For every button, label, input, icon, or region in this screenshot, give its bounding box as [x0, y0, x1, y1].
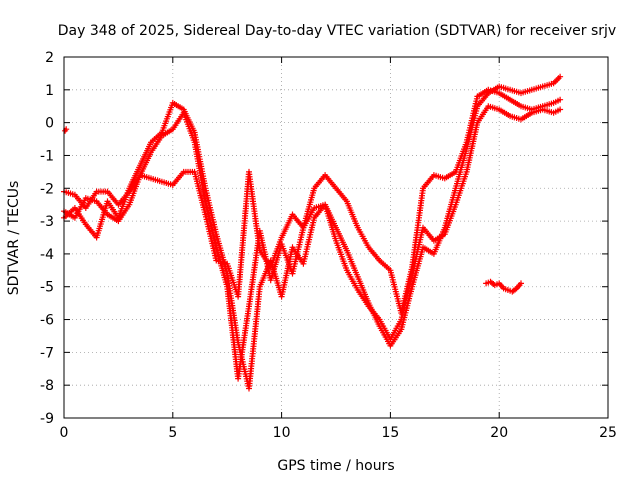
y-tick-label: -6: [40, 313, 54, 329]
series-track-4: [483, 278, 524, 295]
chart-title: Day 348 of 2025, Sidereal Day-to-day VTE…: [58, 23, 616, 39]
data-series: [61, 73, 564, 392]
y-tick-label: -9: [40, 411, 54, 427]
y-tick-label: -8: [40, 378, 54, 394]
data-point: [557, 73, 564, 80]
tick-labels: 0 5 10 15 20 25 -9 -8 -7 -6 -5 -4 -3 -2 -1 0 1 2: [40, 50, 617, 441]
data-point: [512, 286, 519, 293]
axis-ticks: [63, 56, 609, 419]
series-track-3: [61, 73, 564, 392]
x-axis-label: GPS time / hours: [277, 458, 394, 474]
x-tick-label: 10: [273, 425, 291, 441]
data-point: [557, 106, 564, 113]
x-tick-label: 20: [490, 425, 508, 441]
y-tick-label: -5: [40, 280, 54, 296]
x-tick-label: 15: [381, 425, 399, 441]
y-tick-label: 1: [45, 83, 54, 99]
x-tick-label: 0: [60, 425, 69, 441]
y-tick-label: -7: [40, 345, 54, 361]
data-point: [518, 280, 524, 287]
x-tick-label: 25: [599, 425, 617, 441]
y-axis-label: SDTVAR / TECUs: [6, 181, 22, 296]
plot-frame: [63, 56, 609, 419]
y-tick-label: -3: [40, 214, 54, 230]
y-tick-label: -1: [40, 148, 54, 164]
y-tick-label: -4: [40, 247, 54, 263]
y-tick-label: -2: [40, 181, 54, 197]
y-tick-label: 2: [45, 50, 54, 66]
data-point: [557, 96, 564, 103]
y-tick-label: 0: [45, 116, 54, 132]
x-tick-label: 5: [168, 425, 177, 441]
